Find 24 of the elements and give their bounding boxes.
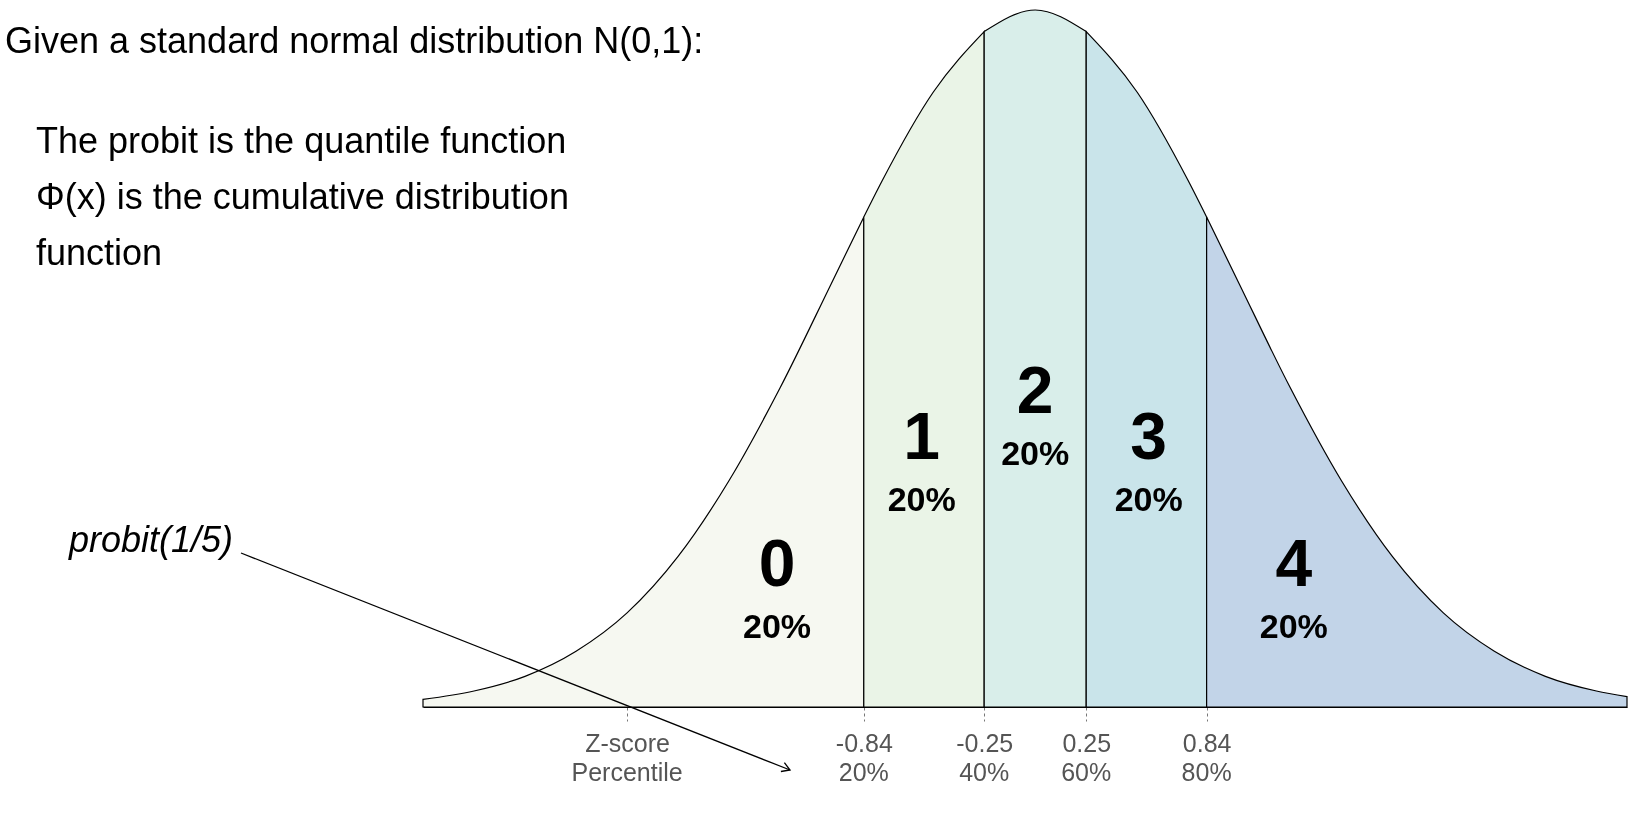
series-label: 4 <box>1275 526 1313 601</box>
annotation: 20% <box>743 606 812 645</box>
annotation: 20% <box>887 480 956 519</box>
annotation: 20% <box>1259 607 1328 646</box>
series-label: 3 <box>1130 399 1168 474</box>
text: 60% <box>1061 758 1112 786</box>
text: probit(1/5) <box>67 519 233 560</box>
x-tick-label: 0.25 <box>1062 728 1112 757</box>
annotation: Given a standard normal distribution N(0,1): <box>5 20 704 61</box>
series-label: 2 <box>1016 353 1054 428</box>
series-label: 0 <box>758 525 796 600</box>
annotation: The probit is the quantile function <box>36 120 567 161</box>
text: 40% <box>959 758 1010 786</box>
annotation: 20% <box>1001 434 1070 473</box>
annotation: Φ(x) is the cumulative distribution function <box>36 176 569 273</box>
text: 80% <box>1181 758 1232 786</box>
x-tick-label: 0.84 <box>1182 728 1232 757</box>
x-tick-label: Z-score <box>585 728 670 757</box>
series-label: 1 <box>903 399 941 474</box>
text: 20% <box>838 758 889 786</box>
annotation: 20% <box>1114 480 1183 519</box>
x-tick-label: -0.25 <box>956 728 1014 757</box>
text: Percentile <box>571 758 683 786</box>
x-tick-label: -0.84 <box>835 728 893 757</box>
